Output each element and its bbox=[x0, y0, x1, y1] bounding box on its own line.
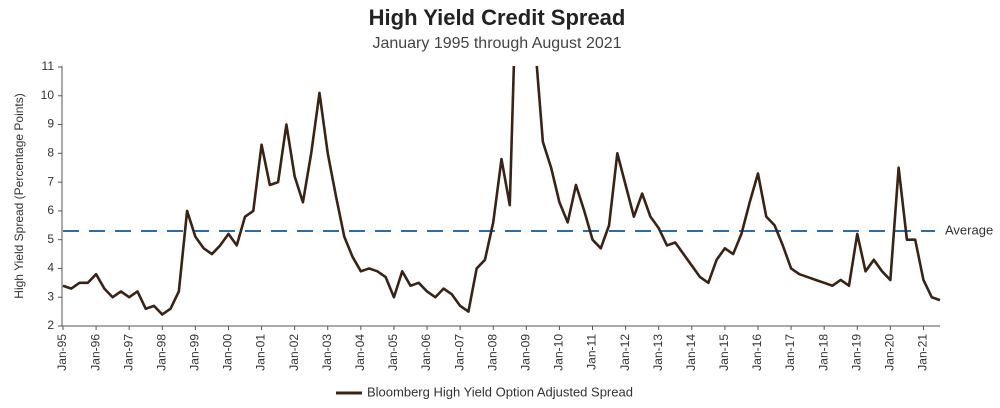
y-tick-label: 7 bbox=[47, 174, 54, 188]
x-tick-label: Jan-12 bbox=[618, 334, 632, 371]
y-tick-label: 9 bbox=[47, 117, 54, 131]
y-tick-label: 6 bbox=[47, 203, 54, 217]
y-tick-label: 10 bbox=[41, 88, 55, 102]
y-tick-label: 2 bbox=[47, 318, 54, 332]
y-tick-label: 3 bbox=[47, 289, 54, 303]
x-tick-label: Jan-96 bbox=[88, 334, 102, 371]
x-tick-label: Jan-97 bbox=[121, 334, 135, 371]
x-tick-label: Jan-15 bbox=[717, 334, 731, 371]
x-tick-label: Jan-05 bbox=[386, 334, 400, 371]
x-tick-label: Jan-03 bbox=[320, 334, 334, 371]
x-tick-label: Jan-95 bbox=[55, 334, 69, 371]
y-tick-label: 8 bbox=[47, 146, 54, 160]
data-line bbox=[62, 66, 941, 316]
x-tick-label: Jan-07 bbox=[452, 334, 466, 371]
x-tick-label: Jan-20 bbox=[883, 334, 897, 371]
x-tick-label: Jan-00 bbox=[221, 334, 235, 371]
y-tick-label: 11 bbox=[42, 59, 55, 73]
chart-title: High Yield Credit Spread bbox=[369, 5, 626, 30]
x-tick-label: Jan-09 bbox=[518, 334, 532, 371]
chart-subtitle: January 1995 through August 2021 bbox=[372, 35, 621, 52]
x-tick-label: Jan-99 bbox=[188, 334, 202, 371]
x-tick-label: Jan-04 bbox=[353, 334, 367, 371]
x-tick-label: Jan-11 bbox=[585, 334, 599, 370]
x-tick-label: Jan-19 bbox=[849, 334, 863, 371]
x-tick-label: Jan-01 bbox=[254, 334, 268, 371]
x-tick-label: Jan-08 bbox=[485, 334, 499, 371]
x-tick-label: Jan-17 bbox=[783, 334, 797, 371]
y-tick-label: 5 bbox=[47, 232, 54, 246]
y-axis-label: High Yield Spread (Percentage Points) bbox=[12, 93, 26, 298]
legend-label: Bloomberg High Yield Option Adjusted Spr… bbox=[367, 384, 633, 399]
x-tick-label: Jan-18 bbox=[816, 334, 830, 371]
y-tick-label: 4 bbox=[47, 261, 54, 275]
x-tick-label: Jan-16 bbox=[750, 334, 764, 371]
x-tick-label: Jan-13 bbox=[651, 334, 665, 371]
average-label: Average bbox=[945, 222, 993, 237]
x-tick-label: Jan-02 bbox=[287, 334, 301, 371]
x-tick-label: Jan-21 bbox=[916, 334, 930, 371]
x-tick-label: Jan-98 bbox=[154, 334, 168, 371]
x-tick-label: Jan-06 bbox=[419, 334, 433, 371]
x-tick-label: Jan-10 bbox=[552, 334, 566, 371]
x-tick-label: Jan-14 bbox=[684, 334, 698, 371]
